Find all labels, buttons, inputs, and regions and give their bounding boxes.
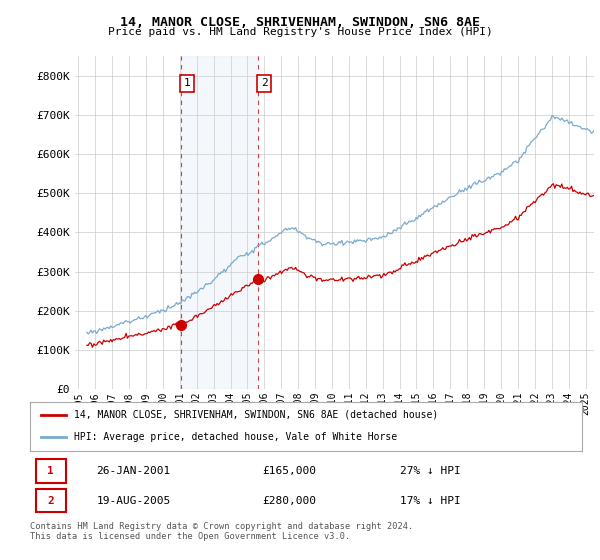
- Text: 14, MANOR CLOSE, SHRIVENHAM, SWINDON, SN6 8AE (detached house): 14, MANOR CLOSE, SHRIVENHAM, SWINDON, SN…: [74, 410, 439, 420]
- Text: 14, MANOR CLOSE, SHRIVENHAM, SWINDON, SN6 8AE: 14, MANOR CLOSE, SHRIVENHAM, SWINDON, SN…: [120, 16, 480, 29]
- Text: 26-JAN-2001: 26-JAN-2001: [96, 466, 170, 476]
- Text: Contains HM Land Registry data © Crown copyright and database right 2024.
This d: Contains HM Land Registry data © Crown c…: [30, 522, 413, 542]
- Text: 17% ↓ HPI: 17% ↓ HPI: [400, 496, 461, 506]
- Text: 19-AUG-2005: 19-AUG-2005: [96, 496, 170, 506]
- Text: £165,000: £165,000: [262, 466, 316, 476]
- Text: 1: 1: [47, 466, 54, 476]
- FancyBboxPatch shape: [35, 459, 66, 483]
- Text: £280,000: £280,000: [262, 496, 316, 506]
- Text: HPI: Average price, detached house, Vale of White Horse: HPI: Average price, detached house, Vale…: [74, 432, 397, 442]
- Text: 2: 2: [261, 78, 268, 88]
- Text: 2: 2: [47, 496, 54, 506]
- Text: 27% ↓ HPI: 27% ↓ HPI: [400, 466, 461, 476]
- FancyBboxPatch shape: [35, 489, 66, 512]
- Text: 1: 1: [184, 78, 190, 88]
- Text: Price paid vs. HM Land Registry's House Price Index (HPI): Price paid vs. HM Land Registry's House …: [107, 27, 493, 37]
- Bar: [181, 56, 258, 389]
